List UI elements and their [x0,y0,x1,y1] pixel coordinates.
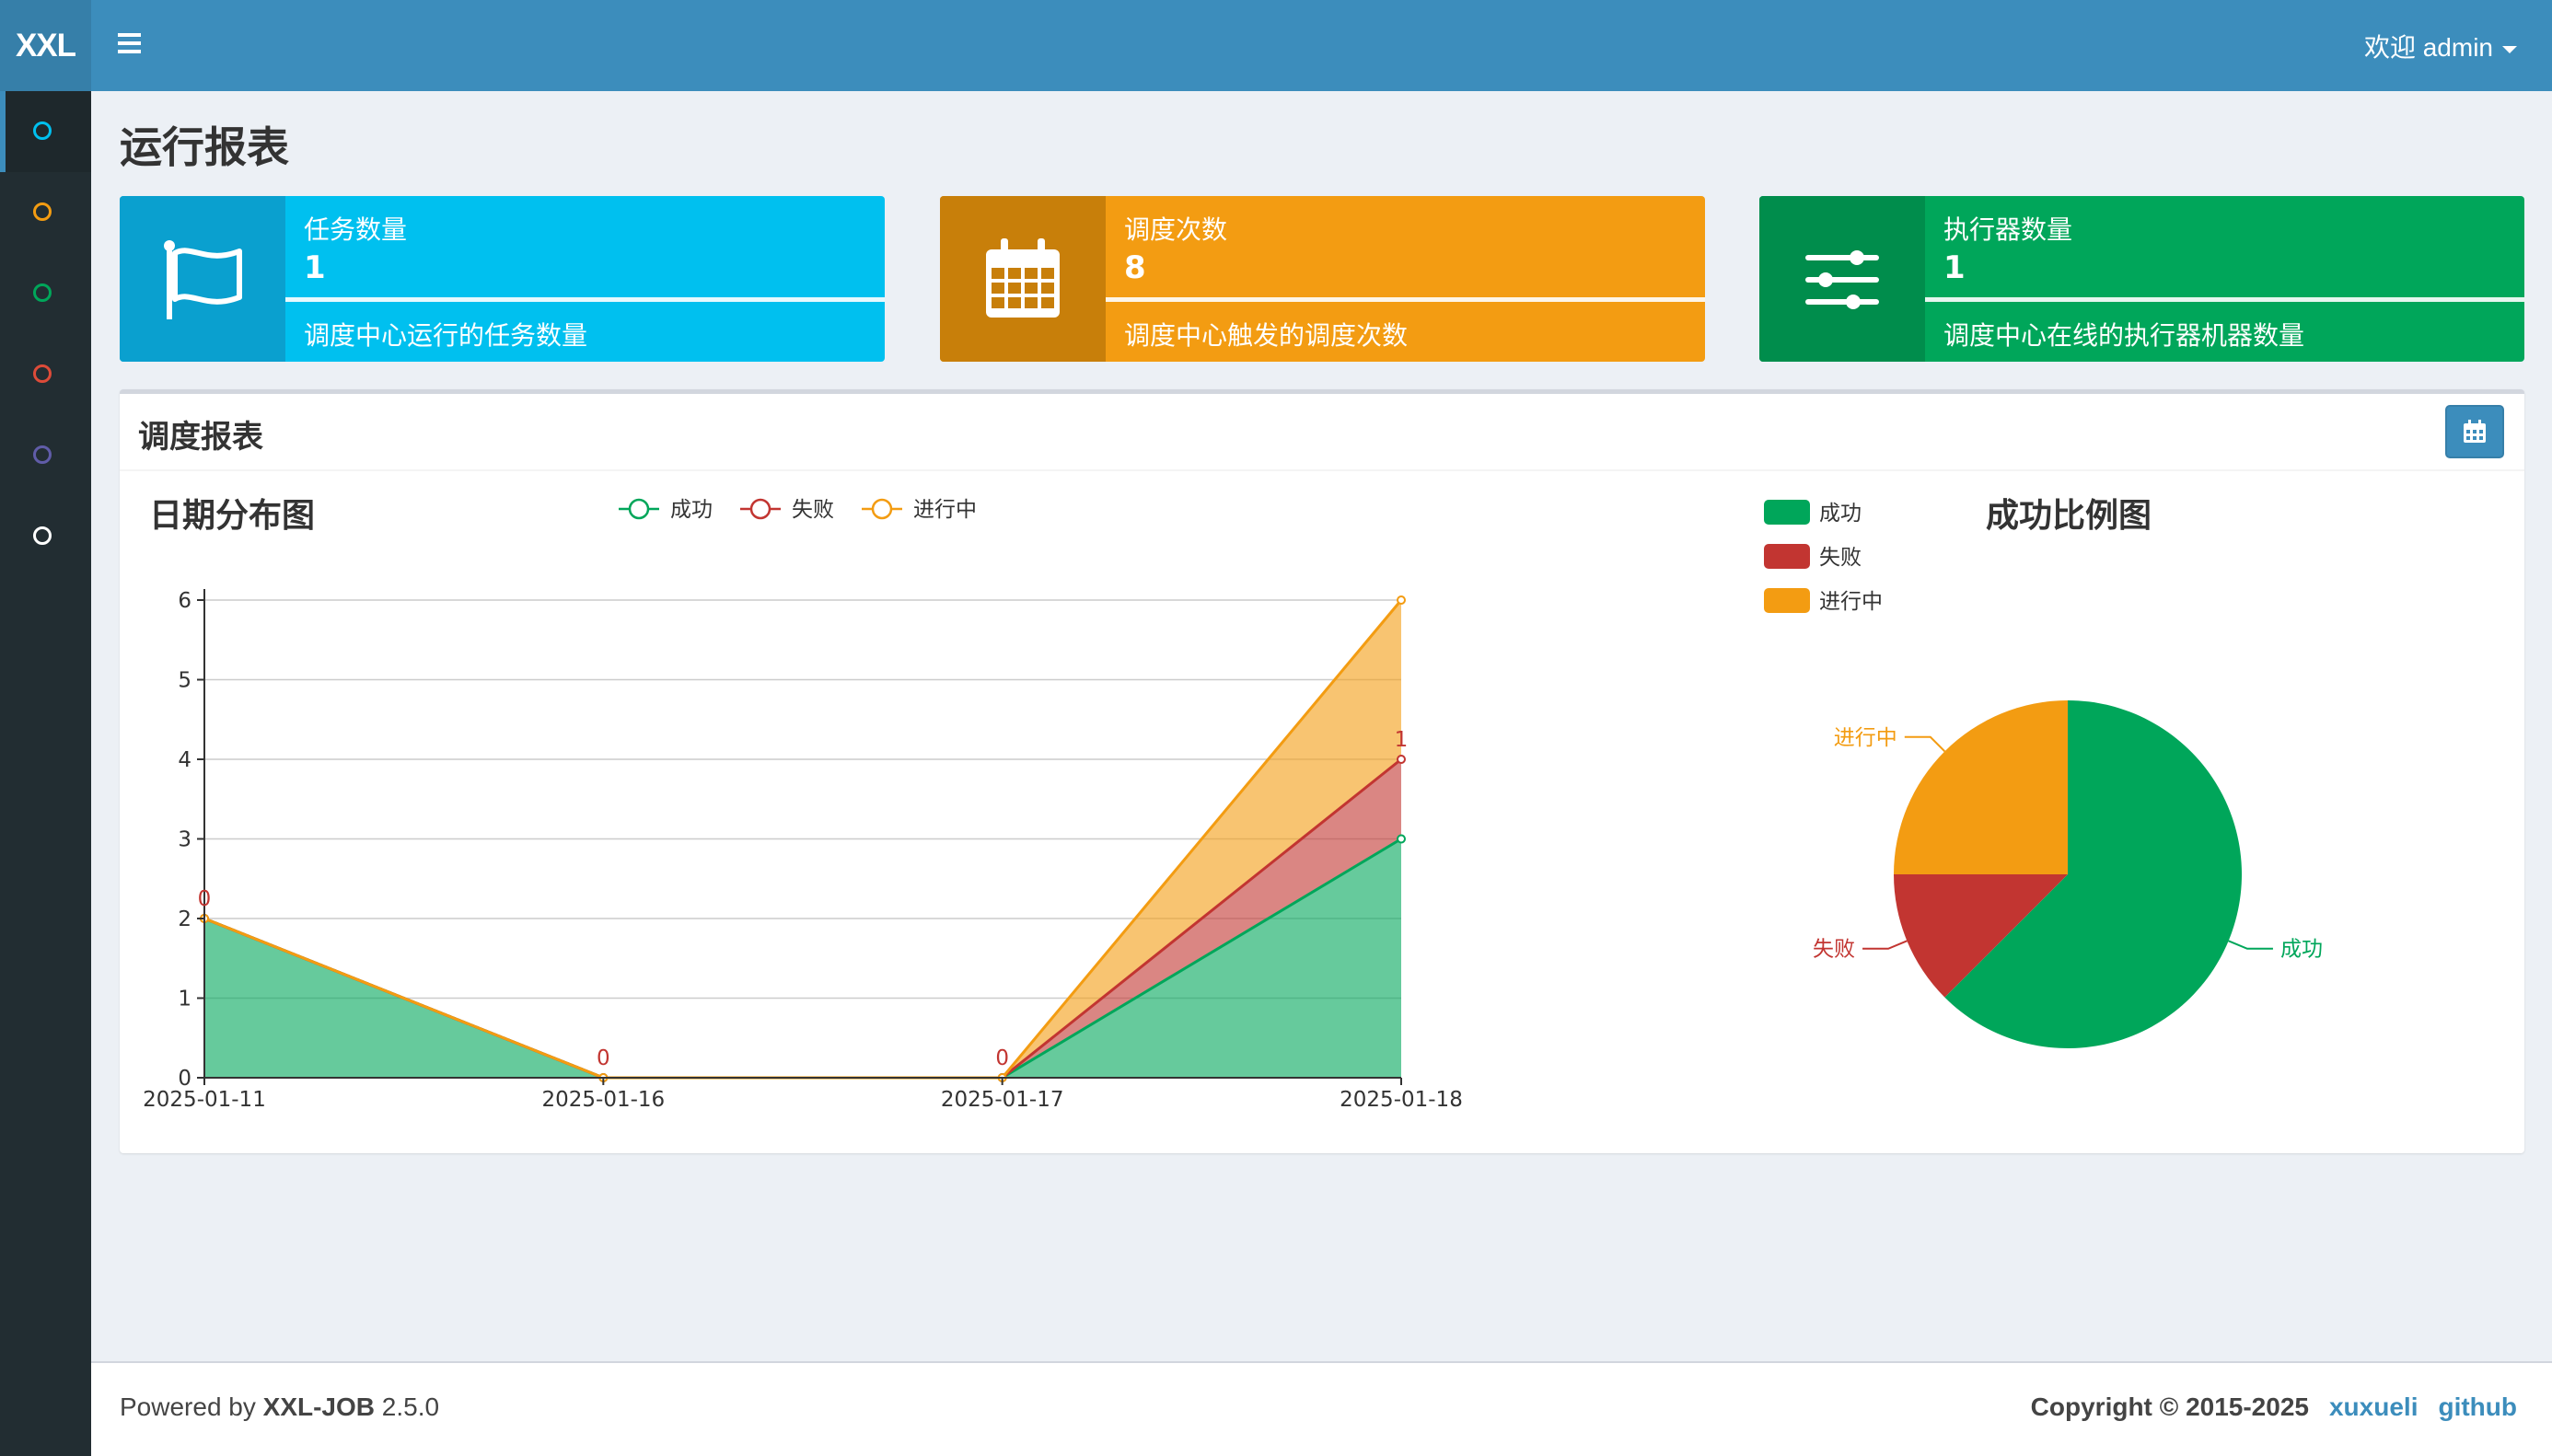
copyright-text: Copyright © 2015-2025 [2030,1392,2309,1421]
circle-icon [33,526,52,545]
pie-label: 成功 [2280,938,2323,962]
data-label: 0 [995,1046,1009,1070]
chart-title: 日期分布图 [149,497,315,535]
sidebar-item-jobs[interactable] [0,172,91,253]
sidebar-item-report[interactable] [0,91,91,172]
info-box-desc: 调度中心在线的执行器机器数量 [1943,320,2305,351]
circle-icon [33,283,52,302]
pie-leader-line [1904,735,1946,753]
progress-bar [285,297,885,302]
pie-slice[interactable] [1944,700,2242,1048]
line-chart: 日期分布图 成功 失败 进行中 0 1 2 3 4 5 6 2025-01-11 2025-01-1… [143,497,1463,1112]
info-box-jobs: 任务数量 1 调度中心运行的任务数量 [120,196,885,362]
data-point[interactable] [1397,834,1406,844]
pie-leader-line [1862,940,1908,950]
date-range-button[interactable] [2445,405,2504,458]
sidebar-item-users[interactable] [0,415,91,496]
footer [91,1361,2552,1456]
pie-leader-line [2228,940,2273,950]
sliders-icon [1805,250,1879,309]
info-box-value: 8 [1124,249,1146,286]
info-box-executors: 执行器数量 1 调度中心在线的执行器机器数量 [1759,196,2524,362]
legend-marker[interactable] [628,498,650,520]
info-box-icon-area [1759,196,1925,362]
pie-slice[interactable] [1894,700,2068,874]
data-point[interactable] [1397,595,1406,605]
footer-copyright: Copyright © 2015-2025 xuxueli github [2031,1392,2517,1422]
circle-icon [33,121,52,140]
legend-label[interactable]: 进行中 [913,498,977,522]
info-box-value: 1 [304,249,326,286]
info-box-value: 1 [1943,249,1966,286]
x-tick-label: 2025-01-11 [143,1088,266,1112]
pie-slice[interactable] [1894,874,2068,998]
flag-icon [164,240,242,319]
info-box-icon-area [940,196,1106,362]
y-tick-label: 3 [178,828,191,852]
powered-name: XXL-JOB [262,1392,375,1421]
x-tick-label: 2025-01-16 [541,1088,665,1112]
calendar-icon [986,238,1060,318]
caret-down-icon [2502,45,2517,53]
y-tick-label: 6 [178,589,191,613]
circle-icon [33,202,52,221]
info-box-desc: 调度中心运行的任务数量 [304,320,588,351]
menu-toggle-icon[interactable] [118,33,141,57]
version: 2.5.0 [375,1392,440,1421]
legend-label[interactable]: 失败 [792,498,834,522]
github-link[interactable]: github [2438,1392,2517,1421]
legend-swatch[interactable] [1764,544,1810,569]
data-label: 0 [597,1046,610,1070]
progress-bar [1925,297,2524,302]
circle-icon [33,364,52,383]
y-tick-label: 5 [178,669,191,693]
progress-bar [1106,297,1705,302]
info-box-label: 执行器数量 [1943,214,2073,245]
top-navbar [91,0,2552,91]
sidebar [0,91,91,1456]
info-box-label: 调度次数 [1124,214,1228,245]
page-title: 运行报表 [120,122,289,172]
user-greeting: 欢迎 admin [2363,33,2493,62]
data-label: 1 [1395,728,1409,752]
user-menu[interactable]: 欢迎 admin [2364,28,2517,64]
y-tick-label: 1 [178,988,191,1011]
circle-icon [33,445,52,464]
legend-marker[interactable] [749,498,771,520]
y-tick-label: 4 [178,748,191,772]
x-tick-label: 2025-01-17 [941,1088,1064,1112]
author-link[interactable]: xuxueli [2328,1392,2419,1421]
legend-swatch[interactable] [1764,588,1810,613]
legend-label[interactable]: 成功 [670,498,713,522]
legend-label[interactable]: 进行中 [1819,590,1883,614]
footer-powered: Powered by XXL-JOB 2.5.0 [120,1392,439,1422]
x-tick-label: 2025-01-18 [1340,1088,1463,1112]
sidebar-item-executors[interactable] [0,334,91,415]
pie-label: 失败 [1813,938,1855,962]
info-box-icon-area [120,196,285,362]
pie-label: 进行中 [1834,726,1897,750]
data-label: 0 [198,887,212,911]
data-point[interactable] [1397,755,1406,764]
legend-swatch[interactable] [1764,500,1810,525]
legend-label[interactable]: 失败 [1819,546,1862,570]
info-box-triggers: 调度次数 8 调度中心触发的调度次数 [940,196,1705,362]
info-box-desc: 调度中心触发的调度次数 [1124,320,1409,351]
y-tick-label: 2 [178,907,191,931]
series-area [204,838,1401,1078]
legend-marker[interactable] [871,498,893,520]
y-tick-label: 0 [178,1067,191,1091]
calendar-icon [2464,420,2486,443]
chart-title: 成功比例图 [1986,497,2152,535]
report-title: 调度报表 [138,419,263,456]
sidebar-item-help[interactable] [0,496,91,577]
logo[interactable]: XXL [0,0,91,91]
legend-label[interactable]: 成功 [1819,502,1862,526]
powered-prefix: Powered by [120,1392,263,1421]
info-box-label: 任务数量 [304,214,408,245]
report-divider [120,469,2524,471]
sidebar-item-logs[interactable] [0,253,91,334]
